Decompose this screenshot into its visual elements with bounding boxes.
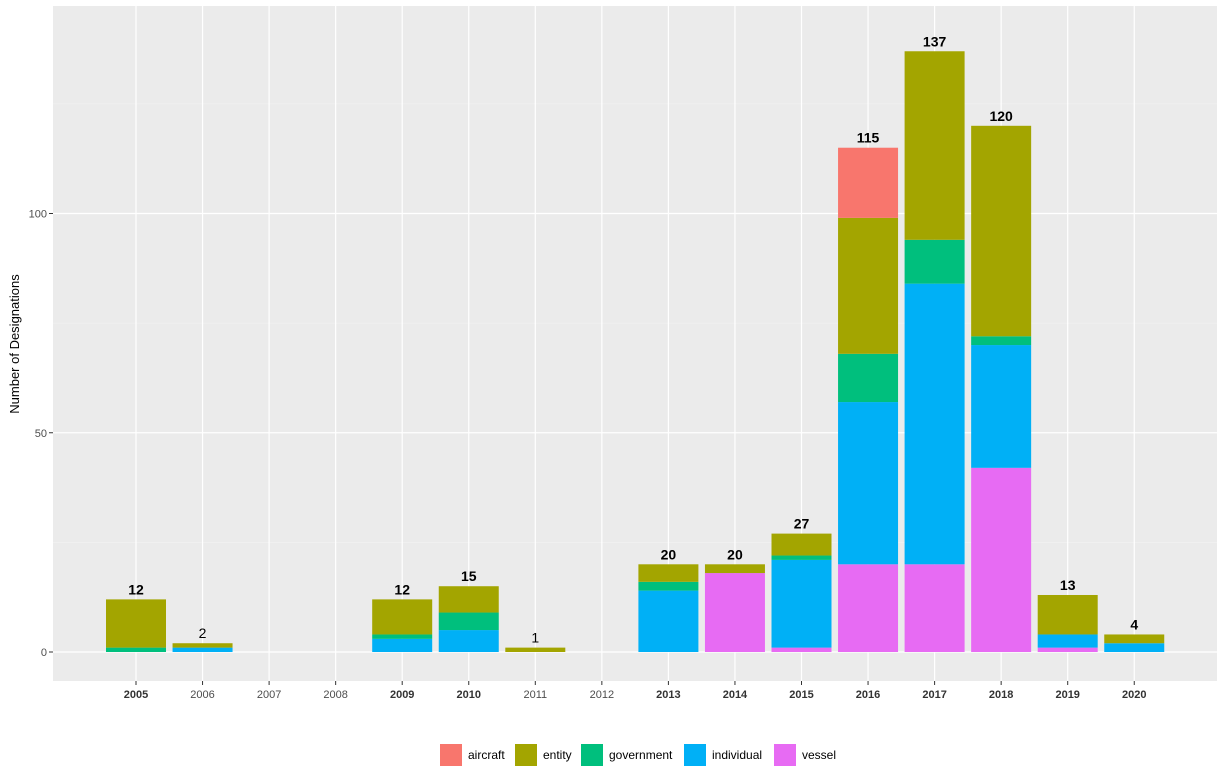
legend-key-individual	[684, 744, 706, 766]
y-axis-title: Number of Designations	[7, 274, 22, 414]
bar-segment-entity	[971, 125, 1032, 337]
x-tick-label: 2017	[922, 689, 946, 701]
bar-segment-entity	[704, 564, 765, 574]
x-tick-label: 2019	[1055, 689, 1079, 701]
bar-segment-government	[638, 581, 699, 591]
bar-segment-individual	[372, 638, 433, 652]
bar-segment-vessel	[704, 573, 765, 652]
x-tick-label: 2011	[523, 689, 547, 701]
bar-segment-government	[838, 353, 899, 403]
bar-segment-entity	[438, 586, 499, 613]
bar-segment-individual	[771, 559, 832, 648]
bar-segment-entity	[372, 599, 433, 635]
legend-label-aircraft: aircraft	[468, 748, 505, 762]
x-tick-label: 2018	[989, 689, 1013, 701]
total-label: 13	[1060, 577, 1076, 593]
x-axis: 2005 2006 2007 2008 2009 2010 2011 2012 2013 2014…	[124, 681, 1146, 701]
total-label: 20	[727, 546, 743, 562]
bar-segment-entity	[904, 51, 965, 240]
legend: aircraft entity government individual vessel	[440, 744, 836, 766]
bar-segment-entity	[172, 643, 233, 648]
x-tick-label: 2013	[656, 689, 680, 701]
legend-label-government: government	[609, 748, 673, 762]
bar-segment-government	[904, 239, 965, 284]
bar-segment-individual	[638, 590, 699, 652]
x-tick-label: 2007	[257, 689, 281, 701]
y-tick-label: 0	[41, 647, 47, 659]
bar-segment-vessel	[1037, 647, 1098, 652]
bar-segment-government	[106, 647, 166, 652]
bars	[106, 51, 1165, 652]
bar-segment-entity	[505, 647, 566, 652]
legend-key-aircraft	[440, 744, 462, 766]
bar-segment-entity	[838, 217, 899, 354]
legend-key-government	[581, 744, 603, 766]
y-tick-label: 50	[35, 428, 47, 440]
x-tick-label: 2016	[856, 689, 880, 701]
x-tick-label: 2008	[323, 689, 347, 701]
x-tick-label: 2012	[590, 689, 614, 701]
panel-background	[53, 6, 1217, 681]
y-tick-label: 100	[29, 209, 47, 221]
total-label: 20	[661, 546, 677, 562]
x-tick-label: 2009	[390, 689, 414, 701]
bar-segment-entity	[1037, 594, 1098, 635]
total-label: 27	[794, 516, 810, 532]
total-label: 12	[394, 581, 410, 597]
bar-segment-individual	[1104, 643, 1165, 652]
legend-label-vessel: vessel	[802, 748, 836, 762]
bar-segment-individual	[1037, 634, 1098, 648]
bar-segment-entity	[106, 599, 166, 648]
bar-segment-individual	[971, 345, 1032, 468]
x-tick-label: 2010	[457, 689, 481, 701]
bar-segment-individual	[838, 402, 899, 565]
bar-segment-government	[971, 336, 1032, 346]
legend-label-entity: entity	[543, 748, 572, 762]
x-tick-label: 2006	[190, 689, 214, 701]
bar-segment-vessel	[971, 467, 1032, 652]
total-label: 12	[128, 581, 144, 597]
total-label: 115	[857, 130, 880, 146]
total-label: 1	[531, 630, 539, 646]
bar-segment-individual	[904, 283, 965, 565]
total-label: 120	[989, 108, 1013, 124]
bar-segment-individual	[438, 630, 499, 652]
bar-segment-entity	[638, 564, 699, 582]
bar-segment-entity	[771, 533, 832, 556]
bar-segment-vessel	[904, 564, 965, 652]
x-tick-label: 2014	[723, 689, 748, 701]
bar-segment-entity	[1104, 634, 1165, 644]
bar-segment-government	[372, 634, 433, 639]
bar-segment-vessel	[838, 564, 899, 652]
bar-segment-aircraft	[838, 147, 899, 218]
x-tick-label: 2015	[789, 689, 813, 701]
total-label: 4	[1130, 616, 1138, 632]
total-label: 2	[199, 625, 207, 641]
x-tick-label: 2020	[1122, 689, 1146, 701]
legend-key-vessel	[774, 744, 796, 766]
bar-segment-vessel	[771, 647, 832, 652]
x-tick-label: 2005	[124, 689, 148, 701]
bar-segment-government	[771, 555, 832, 560]
y-axis: 0 50 100	[29, 209, 53, 659]
total-label: 137	[923, 33, 947, 49]
bar-segment-government	[438, 612, 499, 631]
bar-segment-individual	[172, 647, 233, 652]
legend-key-entity	[515, 744, 537, 766]
total-label: 15	[461, 568, 477, 584]
legend-label-individual: individual	[712, 748, 762, 762]
